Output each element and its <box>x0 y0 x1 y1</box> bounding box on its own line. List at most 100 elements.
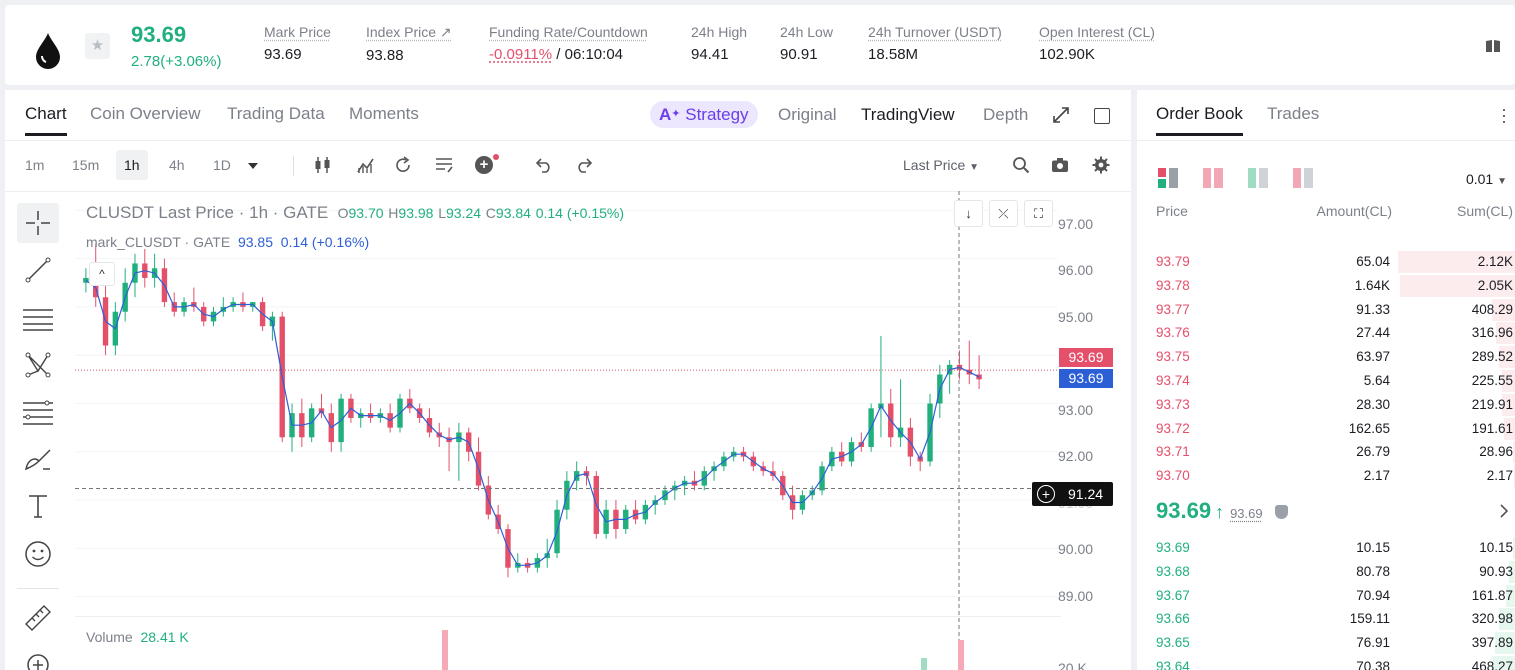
depth-bar <box>1498 608 1515 631</box>
measure-tool-icon[interactable] <box>17 598 59 638</box>
stat-label: 24h Low <box>780 24 833 40</box>
interval-4h[interactable]: 4h <box>169 157 185 173</box>
search-icon[interactable] <box>1012 156 1030 174</box>
bid-row[interactable]: 93.69 10.15 10.15 <box>1137 536 1515 560</box>
favorite-star-icon[interactable]: ★ <box>85 33 110 59</box>
volume-bar <box>442 630 448 670</box>
collapse-legend-icon[interactable]: ^ <box>89 262 115 286</box>
fit-screen-icon[interactable]: ⛶ <box>1024 200 1053 227</box>
y-axis-tick: 93.00 <box>1058 402 1094 418</box>
ask-row[interactable]: 93.71 26.79 28.96 <box>1137 440 1515 464</box>
ask-row[interactable]: 93.79 65.04 2.12K <box>1137 250 1515 274</box>
tab-coin-overview[interactable]: Coin Overview <box>90 104 201 123</box>
refresh-icon[interactable] <box>394 156 412 174</box>
book-icon[interactable] <box>1485 39 1501 53</box>
interval-1m[interactable]: 1m <box>25 157 45 173</box>
bid-amount: 76.91 <box>1356 635 1390 651</box>
crosshair-tool-icon[interactable] <box>17 203 59 243</box>
crosshair-price-tag[interactable]: +91.24 <box>1032 482 1113 506</box>
gear-icon[interactable] <box>1092 156 1110 174</box>
depth-bar <box>1491 298 1515 321</box>
legend-close-key: C <box>485 205 496 221</box>
book-view-grid-icon[interactable] <box>1293 168 1315 188</box>
add-alert-icon[interactable]: + <box>1037 485 1055 503</box>
chevron-down-icon[interactable] <box>247 162 259 170</box>
ask-price: 93.79 <box>1156 254 1190 269</box>
mode-tradingview[interactable]: TradingView <box>861 105 955 124</box>
interval-1h[interactable]: 1h <box>116 150 148 180</box>
bid-row[interactable]: 93.64 70.38 468.27 <box>1137 655 1515 670</box>
bid-row[interactable]: 93.68 80.78 90.93 <box>1137 560 1515 584</box>
ask-row[interactable]: 93.76 27.44 316.96 <box>1137 321 1515 345</box>
ask-row[interactable]: 93.72 162.65 191.61 <box>1137 417 1515 441</box>
bid-sum: 320.98 <box>1471 611 1513 627</box>
price-source-select[interactable]: Last Price ▼ <box>903 157 979 173</box>
book-view-bids-icon[interactable] <box>1248 168 1270 188</box>
text-tool-icon[interactable] <box>17 486 59 526</box>
stat-label[interactable]: Mark Price <box>264 24 331 40</box>
ask-price: 93.77 <box>1156 301 1190 317</box>
add-indicator-icon[interactable]: + <box>475 156 493 174</box>
indicators-icon[interactable] <box>357 156 375 174</box>
more-options-icon[interactable]: · · · <box>1501 99 1507 131</box>
precision-select[interactable]: 0.01 ▼ <box>1466 171 1507 187</box>
ask-row[interactable]: 93.74 5.64 225.55 <box>1137 369 1515 393</box>
tab-order-book[interactable]: Order Book <box>1156 104 1243 136</box>
stat-label[interactable]: Index Price ↗ <box>366 24 452 40</box>
expand-icon[interactable] <box>1053 107 1069 123</box>
stat-label[interactable]: Open Interest (CL) <box>1039 24 1155 40</box>
book-view-asks-icon[interactable] <box>1203 168 1225 188</box>
ask-price: 93.75 <box>1156 349 1190 365</box>
parallel-lines-tool-icon[interactable] <box>17 298 59 338</box>
mid-mark-price: 93.69 <box>1230 506 1263 521</box>
brush-tool-icon[interactable] <box>17 439 59 479</box>
ask-row[interactable]: 93.78 1.64K 2.05K <box>1137 274 1515 298</box>
tab-moments[interactable]: Moments <box>349 104 419 123</box>
ask-row[interactable]: 93.73 28.30 219.91 <box>1137 393 1515 417</box>
camera-icon[interactable] <box>1051 157 1069 173</box>
tab-trades[interactable]: Trades <box>1267 104 1320 123</box>
ask-row[interactable]: 93.75 63.97 289.52 <box>1137 345 1515 369</box>
tab-chart[interactable]: Chart <box>25 104 67 136</box>
mid-price[interactable]: 93.69 ↑ 93.69 <box>1156 498 1288 524</box>
bid-sum: 397.89 <box>1471 635 1513 651</box>
ask-row[interactable]: 93.70 2.17 2.17 <box>1137 464 1515 488</box>
header-amount: Amount(CL) <box>1316 203 1392 219</box>
bid-row[interactable]: 93.67 70.94 161.87 <box>1137 584 1515 608</box>
strategy-button[interactable]: A✦ Strategy <box>650 101 758 128</box>
undo-icon[interactable] <box>535 157 553 173</box>
interval-1d[interactable]: 1D <box>213 157 231 173</box>
stat-open-interest: Open Interest (CL) 102.90K <box>1039 24 1155 63</box>
bid-price: 93.65 <box>1156 635 1190 651</box>
tab-trading-data[interactable]: Trading Data <box>227 104 325 123</box>
ask-row[interactable]: 93.77 91.33 408.29 <box>1137 298 1515 322</box>
mode-original[interactable]: Original <box>778 105 837 124</box>
ask-sum: 408.29 <box>1471 301 1513 317</box>
redo-icon[interactable] <box>575 157 593 173</box>
bid-row[interactable]: 93.66 159.11 320.98 <box>1137 607 1515 631</box>
candlestick-chart[interactable] <box>75 191 1065 670</box>
candle-type-icon[interactable] <box>314 156 332 174</box>
pattern-tool-icon[interactable] <box>17 345 59 385</box>
chevron-right-icon[interactable] <box>1499 504 1509 518</box>
mode-depth[interactable]: Depth <box>983 105 1029 124</box>
collapse-icon[interactable]: ⤫ <box>989 200 1018 227</box>
interval-15m[interactable]: 15m <box>72 157 100 173</box>
stat-index-price: Index Price ↗ 93.88 <box>366 24 452 64</box>
header-sum: Sum(CL) <box>1456 203 1513 219</box>
emoji-tool-icon[interactable] <box>17 534 59 574</box>
bid-row[interactable]: 93.65 76.91 397.89 <box>1137 631 1515 655</box>
book-view-both-icon[interactable] <box>1158 168 1180 188</box>
window-icon[interactable] <box>1094 108 1110 124</box>
stat-label[interactable]: Funding Rate/Countdown <box>489 24 648 40</box>
depth-bar <box>1398 251 1515 273</box>
zoom-in-tool-icon[interactable] <box>17 645 59 670</box>
depth-bar <box>1502 393 1515 416</box>
templates-icon[interactable] <box>435 157 453 173</box>
stat-24h-turnover: 24h Turnover (USDT) 18.58M <box>868 24 1002 63</box>
fib-tool-icon[interactable] <box>17 392 59 432</box>
scroll-down-icon[interactable]: ↓ <box>954 200 983 227</box>
stat-label[interactable]: 24h Turnover (USDT) <box>868 24 1002 40</box>
trendline-tool-icon[interactable] <box>17 250 59 290</box>
ask-sum: 225.55 <box>1471 373 1513 388</box>
